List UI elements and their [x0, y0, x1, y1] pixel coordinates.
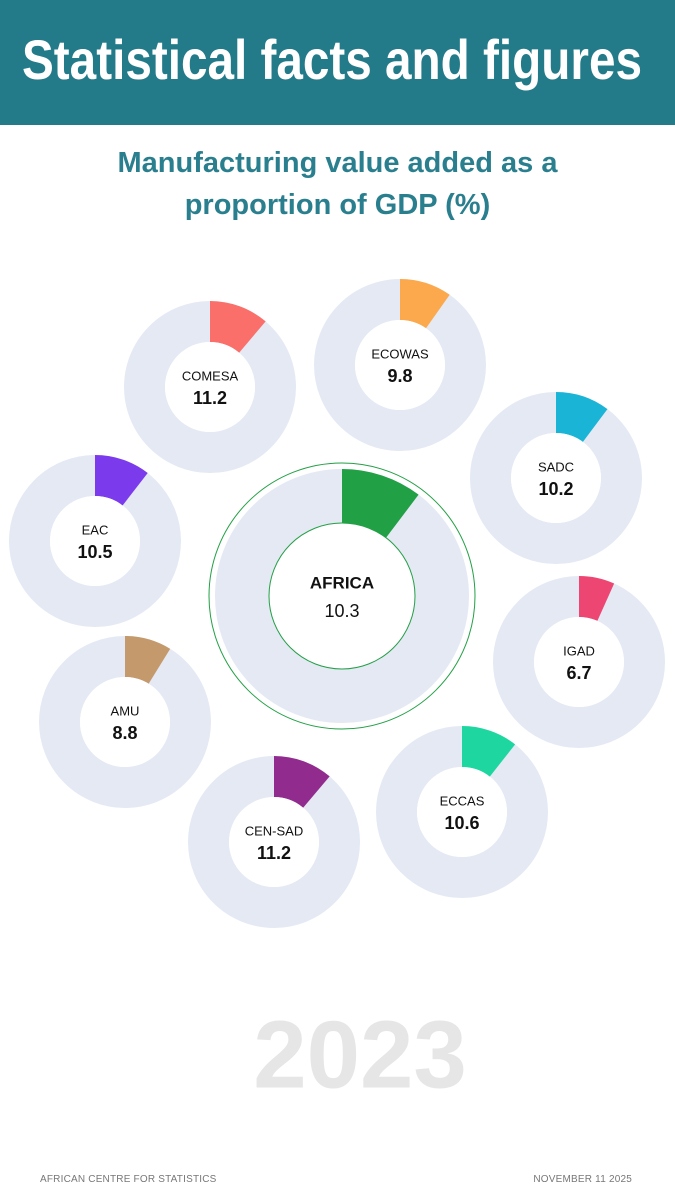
- donut-hole: [165, 342, 255, 432]
- donut-hole: [268, 522, 416, 670]
- value-label: 9.8: [387, 366, 412, 386]
- donut-segment: [210, 301, 266, 353]
- category-label: ECOWAS: [371, 346, 429, 361]
- donut-hole: [417, 767, 507, 857]
- category-label: EAC: [82, 522, 109, 537]
- category-label: IGAD: [563, 643, 595, 658]
- value-label: 11.2: [193, 388, 227, 408]
- category-label: SADC: [538, 459, 574, 474]
- value-label: 10.6: [444, 813, 479, 833]
- value-label: 6.7: [566, 663, 591, 683]
- value-label: 10.5: [77, 542, 112, 562]
- donut-hole: [229, 797, 319, 887]
- donut-segment: [579, 576, 615, 621]
- header: Statistical facts and figures: [22, 28, 642, 91]
- category-label: ECCAS: [440, 793, 485, 808]
- donut-hole: [80, 677, 170, 767]
- category-label: AFRICA: [310, 573, 374, 592]
- category-label: AMU: [111, 703, 140, 718]
- donut-segment: [274, 756, 330, 808]
- value-label: 10.2: [538, 479, 573, 499]
- value-label: 8.8: [112, 723, 137, 743]
- donut-hole: [511, 433, 601, 523]
- footer-left: AFRICAN CENTRE FOR STATISTICS: [40, 1174, 217, 1185]
- donut-segment: [556, 392, 608, 442]
- category-label: CEN-SAD: [245, 823, 304, 838]
- value-label: 10.3: [324, 601, 359, 621]
- header-band: Statistical facts and figures: [0, 0, 675, 125]
- donut-hole: [50, 496, 140, 586]
- year-watermark: 2023: [253, 1001, 467, 1108]
- page-title: Statistical facts and figures: [22, 28, 642, 91]
- chart-subtitle: Manufacturing value added as a proportio…: [117, 147, 558, 221]
- donut-segment: [400, 279, 450, 329]
- outer-ring: [208, 462, 476, 730]
- footer-right: NOVEMBER 11 2025: [533, 1174, 632, 1185]
- category-label: COMESA: [182, 368, 239, 383]
- donut-hole: [355, 320, 445, 410]
- value-label: 11.2: [257, 843, 291, 863]
- donut-hole: [534, 617, 624, 707]
- donut-segment: [342, 469, 419, 538]
- donut-segment: [462, 726, 516, 777]
- donut-segment: [95, 455, 148, 506]
- donut-segment: [125, 636, 171, 684]
